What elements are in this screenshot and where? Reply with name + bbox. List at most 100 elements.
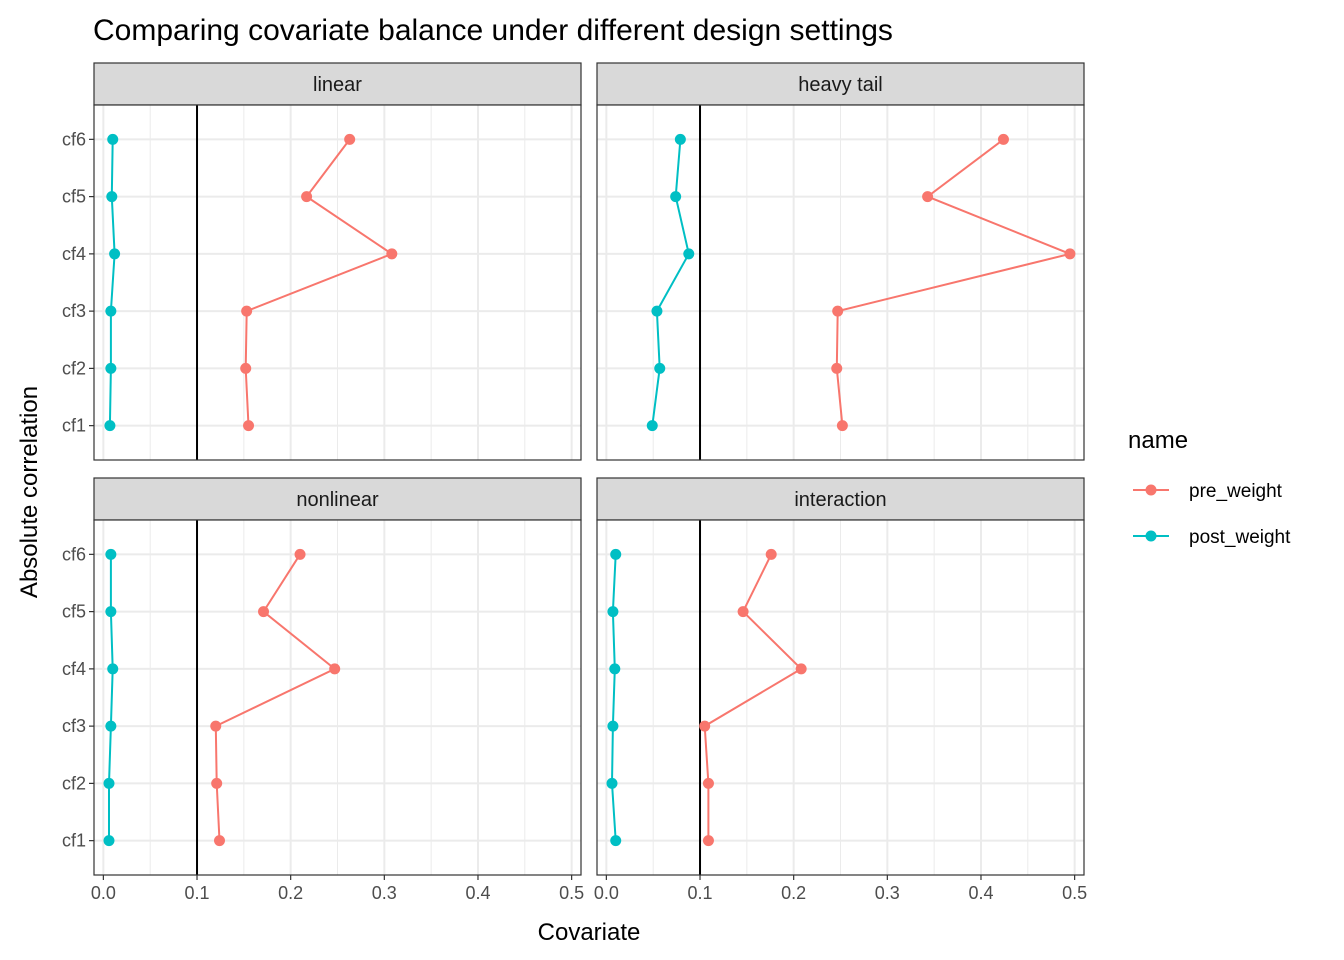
facet-linear: linear cf1 cf2 cf3 cf4 cf5 cf6 bbox=[62, 62, 582, 461]
x-tick-label: 0.2 bbox=[278, 883, 303, 903]
data-point-pre_weight-cf2 bbox=[831, 362, 843, 374]
data-point-pre_weight-cf5 bbox=[737, 606, 749, 618]
y-tick-label: cf3 bbox=[62, 301, 86, 321]
data-point-post_weight-cf6 bbox=[105, 548, 117, 560]
data-point-pre_weight-cf5 bbox=[922, 191, 934, 203]
data-point-post_weight-cf6 bbox=[610, 548, 622, 560]
series-line-post_weight bbox=[108, 139, 116, 426]
facet-strip-label: linear bbox=[313, 74, 362, 96]
data-point-pre_weight-cf3 bbox=[241, 305, 253, 317]
legend-label: post_weight bbox=[1189, 527, 1291, 548]
panel-border bbox=[596, 519, 1085, 876]
facet-heavy-tail: heavy tail bbox=[596, 62, 1085, 461]
x-tick-label: 0.4 bbox=[465, 883, 490, 903]
facet-strip-label: nonlinear bbox=[296, 489, 379, 511]
data-point-pre_weight-cf1 bbox=[213, 835, 225, 847]
data-point-post_weight-cf3 bbox=[105, 305, 117, 317]
data-point-post_weight-cf4 bbox=[107, 663, 119, 675]
data-point-post_weight-cf4 bbox=[683, 248, 695, 260]
legend-title: name bbox=[1128, 427, 1188, 454]
data-point-pre_weight-cf6 bbox=[294, 548, 306, 560]
facet-interaction: interaction 0.0 0.1 0.2 0.3 0.4 0.5 bbox=[594, 477, 1087, 903]
facet-nonlinear: nonlinear cf1 cf2 cf3 cf4 cf5 cf6 0.0 0.1 0.2 0.3 0… bbox=[62, 477, 584, 903]
data-point-pre_weight-cf5 bbox=[301, 191, 313, 203]
data-point-pre_weight-cf2 bbox=[240, 362, 252, 374]
facet-strip bbox=[596, 477, 1085, 521]
facet-strip bbox=[93, 62, 582, 106]
x-tick-label: 0.3 bbox=[372, 883, 397, 903]
data-point-post_weight-cf1 bbox=[103, 835, 115, 847]
data-point-pre_weight-cf4 bbox=[386, 248, 398, 260]
y-tick-label: cf4 bbox=[62, 659, 86, 679]
series-line-pre_weight bbox=[244, 138, 394, 426]
data-point-post_weight-cf3 bbox=[105, 720, 117, 732]
legend-label: pre_weight bbox=[1189, 481, 1283, 502]
data-point-post_weight-cf5 bbox=[105, 606, 117, 618]
data-point-pre_weight-cf6 bbox=[997, 133, 1009, 145]
x-tick-label: 0.1 bbox=[185, 883, 210, 903]
facet-strip bbox=[93, 477, 582, 521]
y-axis-label: Absolute correlation bbox=[16, 386, 43, 598]
facet-strip-label: heavy tail bbox=[798, 74, 883, 96]
panel-border bbox=[93, 104, 582, 461]
data-point-post_weight-cf4 bbox=[109, 248, 121, 260]
facet-panels: linear cf1 cf2 cf3 cf4 cf5 cf6 heavy tail nonlin… bbox=[62, 62, 1087, 903]
panel-border bbox=[93, 519, 582, 876]
data-point-pre_weight-cf4 bbox=[329, 663, 341, 675]
data-point-post_weight-cf6 bbox=[674, 133, 686, 145]
series-line-post_weight bbox=[610, 554, 617, 841]
x-tick-label: 0.2 bbox=[781, 883, 806, 903]
data-point-pre_weight-cf3 bbox=[699, 720, 711, 732]
x-axis-label: Covariate bbox=[538, 919, 641, 946]
data-point-post_weight-cf3 bbox=[651, 305, 663, 317]
data-point-post_weight-cf2 bbox=[105, 362, 117, 374]
data-point-pre_weight-cf3 bbox=[210, 720, 222, 732]
legend-key-point bbox=[1145, 484, 1157, 496]
data-point-pre_weight-cf2 bbox=[702, 777, 714, 789]
data-point-post_weight-cf1 bbox=[646, 420, 658, 432]
data-point-pre_weight-cf1 bbox=[836, 420, 848, 432]
y-tick-label: cf1 bbox=[62, 831, 86, 851]
data-point-post_weight-cf5 bbox=[607, 606, 619, 618]
data-point-pre_weight-cf1 bbox=[243, 420, 255, 432]
y-tick-label: cf2 bbox=[62, 773, 86, 793]
y-tick-label: cf4 bbox=[62, 244, 86, 264]
data-point-post_weight-cf4 bbox=[609, 663, 621, 675]
data-point-post_weight-cf5 bbox=[106, 191, 118, 203]
series-line-pre_weight bbox=[703, 553, 803, 841]
y-tick-label: cf2 bbox=[62, 358, 86, 378]
x-tick-label: 0.4 bbox=[968, 883, 993, 903]
y-tick-label: cf6 bbox=[62, 544, 86, 564]
y-tick-label: cf6 bbox=[62, 129, 86, 149]
x-tick-label: 0.0 bbox=[91, 883, 116, 903]
data-point-pre_weight-cf4 bbox=[1064, 248, 1076, 260]
series-line-pre_weight bbox=[214, 553, 337, 841]
y-tick-label: cf1 bbox=[62, 416, 86, 436]
y-tick-label: cf3 bbox=[62, 716, 86, 736]
data-point-post_weight-cf2 bbox=[606, 777, 618, 789]
series-line-post_weight bbox=[651, 139, 690, 426]
data-point-post_weight-cf1 bbox=[104, 420, 116, 432]
y-tick-label: cf5 bbox=[62, 187, 86, 207]
legend-item-pre_weight: pre_weight bbox=[1133, 481, 1283, 502]
legend-key-point bbox=[1145, 530, 1157, 542]
chart-title: Comparing covariate balance under differ… bbox=[93, 14, 893, 47]
facet-strip-label: interaction bbox=[794, 489, 886, 511]
series-line-pre_weight bbox=[835, 138, 1074, 426]
data-point-post_weight-cf3 bbox=[607, 720, 619, 732]
legend-item-post_weight: post_weight bbox=[1133, 527, 1291, 548]
data-point-post_weight-cf6 bbox=[107, 133, 119, 145]
series-line-post_weight bbox=[108, 554, 114, 841]
data-point-pre_weight-cf1 bbox=[702, 835, 714, 847]
data-point-post_weight-cf1 bbox=[610, 835, 622, 847]
y-tick-label: cf5 bbox=[62, 602, 86, 622]
legend: name pre_weight post_weight bbox=[1128, 427, 1291, 548]
data-point-pre_weight-cf2 bbox=[211, 777, 223, 789]
x-tick-label: 0.0 bbox=[594, 883, 619, 903]
data-point-post_weight-cf2 bbox=[654, 362, 666, 374]
data-point-pre_weight-cf5 bbox=[258, 606, 270, 618]
data-point-post_weight-cf2 bbox=[103, 777, 115, 789]
x-tick-label: 0.5 bbox=[559, 883, 584, 903]
data-point-pre_weight-cf6 bbox=[765, 548, 777, 560]
